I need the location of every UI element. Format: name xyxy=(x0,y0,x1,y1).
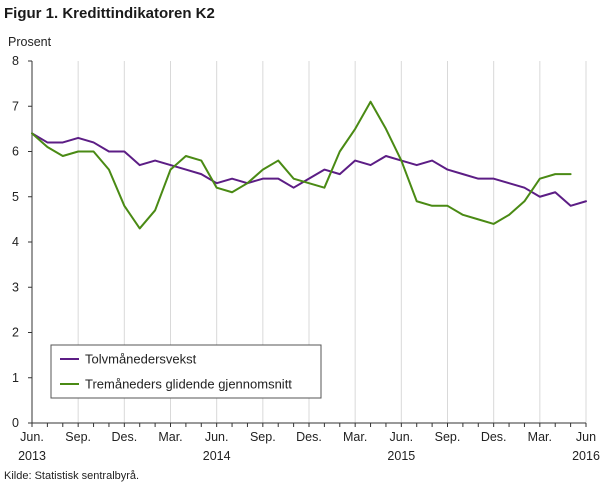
x-tick-label: Sep. xyxy=(435,430,461,444)
x-tick-label: Mar. xyxy=(158,430,182,444)
tick-labels: 0 1 2 3 4 5 6 7 8 Jun. 2013 Sep. Des. Mar. Jun. 2014 Sep… xyxy=(12,54,600,463)
x-tick-year: 2014 xyxy=(203,449,231,463)
x-tick-label: Jun. xyxy=(20,430,44,444)
legend-label: Tremåneders glidende gjennomsnitt xyxy=(85,377,292,392)
axes xyxy=(28,60,587,427)
y-tick-label: 6 xyxy=(12,145,19,159)
x-tick-label: Des. xyxy=(111,430,137,444)
legend-box xyxy=(50,344,322,399)
chart-title: Figur 1. Kredittindikatoren K2 xyxy=(4,5,215,22)
y-tick-label: 0 xyxy=(12,416,19,430)
x-tick-label: Des. xyxy=(481,430,507,444)
y-axis-label: Prosent xyxy=(8,35,52,49)
y-tick-label: 8 xyxy=(12,54,19,68)
legend: Tolvmånedersvekst Tremåneders glidende gj… xyxy=(50,344,322,399)
series-line-2 xyxy=(31,100,572,230)
x-tick-label: Mar. xyxy=(528,430,552,444)
x-tick-year: 2013 xyxy=(18,449,46,463)
x-tick-year: 2015 xyxy=(387,449,415,463)
y-tick-label: 4 xyxy=(12,235,19,249)
y-tick-label: 5 xyxy=(12,190,19,204)
x-tick-label: Jun. xyxy=(205,430,229,444)
x-tick-label: Jun. xyxy=(390,430,414,444)
x-tick-year: 2016 xyxy=(572,449,600,463)
legend-label: Tolvmånedersvekst xyxy=(85,352,197,367)
y-tick-label: 3 xyxy=(12,280,19,294)
source-note: Kilde: Statistisk sentralbyrå. xyxy=(4,470,140,482)
x-tick-label: Des. xyxy=(296,430,322,444)
x-tick-label: Sep. xyxy=(65,430,91,444)
y-tick-label: 2 xyxy=(12,326,19,340)
y-tick-label: 1 xyxy=(12,371,19,385)
x-tick-label: Jun xyxy=(576,430,596,444)
series-lines xyxy=(31,100,587,230)
x-tick-label: Mar. xyxy=(343,430,367,444)
y-tick-label: 7 xyxy=(12,99,19,113)
series-line-1 xyxy=(31,132,587,207)
x-tick-label: Sep. xyxy=(250,430,276,444)
